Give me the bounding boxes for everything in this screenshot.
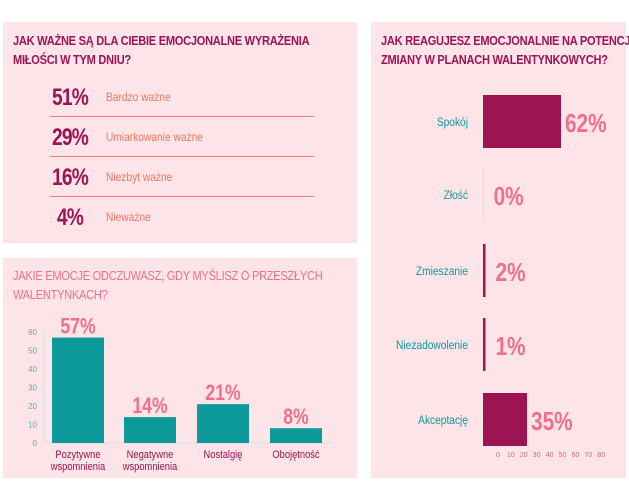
category-label: Pozytywne [55,449,100,461]
stat-label: Umiarkowanie ważne [106,130,203,144]
data-label: 57% [60,315,95,339]
importance-title: JAK WAŻNE SĄ DLA CIEBIE EMOCJONALNE WYRA… [13,31,310,69]
x-tick-label: 70 [584,452,592,459]
category-label: Spokój [437,116,468,129]
category-label: Niezadowolenie [396,339,468,352]
title-line: WALENTYNKACH? [13,287,108,302]
x-tick-label: 80 [597,452,605,459]
data-label: 0% [494,182,524,211]
data-label: 62% [565,109,607,138]
reactions-title: JAK REAGUJESZ EMOCJONALNIE NA POTENCJALN… [381,31,629,69]
y-tick-label: 30 [28,384,37,393]
bar [483,95,561,148]
category-label: wspomnienia [50,461,106,473]
bar [270,428,322,443]
y-tick-label: 0 [33,439,38,448]
category-label: Zmieszanie [416,265,468,278]
y-tick-label: 20 [28,402,37,411]
category-label: Złość [444,189,469,202]
divider [50,156,314,157]
stat-row: 4% Nieważne [3,198,313,238]
title-line: ZMIANY W PLANACH WALENTYNKOWYCH? [381,52,608,67]
data-label: 35% [531,407,573,436]
stat-value: 51% [51,84,89,111]
category-label: Obojętność [272,449,319,461]
bar [483,318,486,371]
title-line: JAKIE EMOCJE ODCZUWASZ, GDY MYŚLISZ O PR… [13,268,323,283]
bar [124,417,176,443]
category-label: Akceptację [418,414,468,427]
divider [50,196,314,197]
stat-label: Bardzo ważne [106,90,171,104]
emotions-title: JAKIE EMOCJE ODCZUWASZ, GDY MYŚLISZ O PR… [13,266,323,304]
bar [483,168,484,221]
x-tick-label: 30 [533,452,541,459]
bar [483,244,486,297]
category-label: wspomnienia [122,461,178,473]
y-tick-label: 40 [28,365,37,374]
stat-label: Nieważne [106,210,151,224]
bar [197,404,249,443]
stat-value: 4% [56,204,84,231]
category-label: Nostalgię [204,449,243,461]
stat-value: 29% [51,124,89,151]
importance-panel: JAK WAŻNE SĄ DLA CIEBIE EMOCJONALNE WYRA… [3,22,357,243]
x-tick-label: 0 [496,452,500,459]
y-tick-label: 60 [28,328,37,337]
title-line: MIŁOŚCI W TYM DNIU? [13,52,131,67]
bar [52,337,104,443]
x-tick-label: 40 [546,452,554,459]
data-label: 21% [205,381,240,405]
data-label: 8% [283,405,309,429]
stat-row: 16% Niezbyt ważne [3,158,313,198]
x-tick-label: 50 [559,452,567,459]
bar [483,393,528,446]
title-line: JAK REAGUJESZ EMOCJONALNIE NA POTENCJALN… [381,33,629,48]
data-label: 14% [132,394,167,418]
y-tick-label: 10 [28,421,37,430]
x-tick-label: 60 [572,452,580,459]
data-label: 2% [496,258,526,287]
stat-row: 51% Bardzo ważne [3,78,313,118]
data-label: 1% [496,332,526,361]
x-tick-label: 10 [507,452,515,459]
stat-value: 16% [51,164,89,191]
category-label: Negatywne [127,449,174,461]
stat-label: Niezbyt ważne [106,170,173,184]
stat-row: 29% Umiarkowanie ważne [3,118,313,158]
title-line: JAK WAŻNE SĄ DLA CIEBIE EMOCJONALNE WYRA… [13,33,310,48]
x-tick-label: 20 [520,452,528,459]
divider [50,116,314,117]
y-tick-label: 50 [28,347,37,356]
